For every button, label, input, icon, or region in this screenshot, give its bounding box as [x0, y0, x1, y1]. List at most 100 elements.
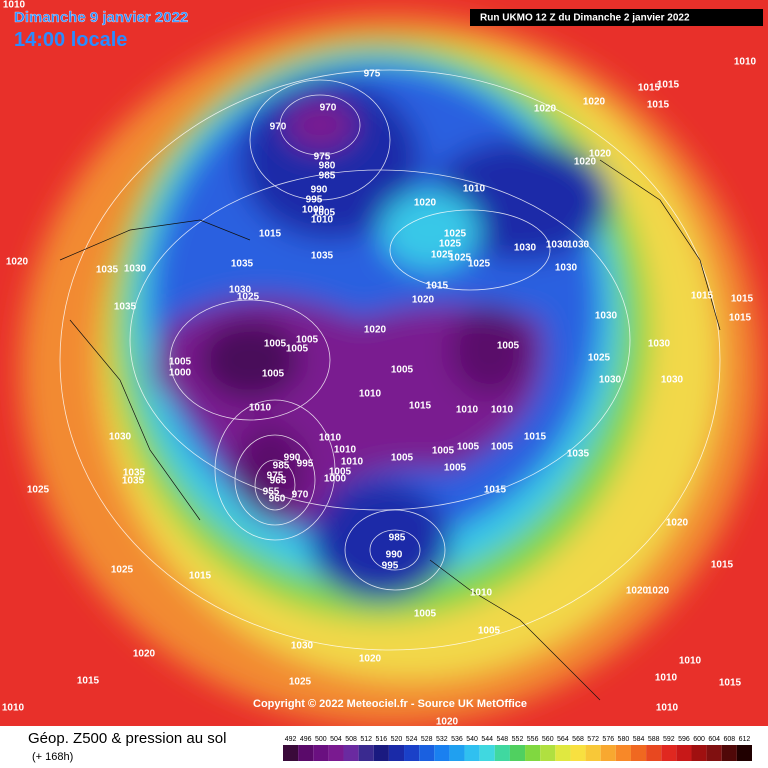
pressure-label: 1030 — [567, 240, 590, 251]
pressure-label: 995 — [306, 195, 323, 206]
pressure-label: 1005 — [414, 609, 437, 620]
scale-label: 520 — [391, 736, 403, 743]
pressure-label: 1030 — [648, 339, 671, 350]
scale-cell — [736, 745, 752, 761]
pressure-label: 1020 — [412, 295, 435, 306]
scale-cell — [646, 745, 662, 761]
pressure-label: 1020 — [414, 198, 437, 209]
scale-label: 556 — [527, 736, 539, 743]
pressure-label: 1030 — [555, 263, 578, 274]
pressure-label: 1025 — [111, 565, 134, 576]
pressure-label: 980 — [319, 161, 336, 172]
pressure-label: 995 — [382, 561, 399, 572]
scale-label: 504 — [330, 736, 342, 743]
scale-label: 532 — [436, 736, 448, 743]
pressure-label: 1015 — [484, 485, 507, 496]
scale-label: 516 — [375, 736, 387, 743]
legend-subtitle: (+ 168h) — [32, 751, 73, 763]
pressure-label: 990 — [311, 185, 328, 196]
pressure-label: 995 — [297, 459, 314, 470]
isobars — [59, 69, 721, 651]
scale-label: 552 — [512, 736, 524, 743]
pressure-label: 1005 — [457, 442, 480, 453]
scale-label: 612 — [739, 736, 751, 743]
scale-cell — [676, 745, 692, 761]
scale-label: 588 — [648, 736, 660, 743]
scale-cell — [419, 745, 435, 761]
pressure-label: 1010 — [334, 445, 357, 456]
scale-label: 580 — [618, 736, 630, 743]
pressure-label: 990 — [284, 453, 301, 464]
pressure-label: 1015 — [729, 313, 752, 324]
scale-cell — [283, 745, 299, 761]
scale-label: 564 — [557, 736, 569, 743]
pressure-label: 1020 — [436, 717, 459, 728]
pressure-label: 1035 — [231, 259, 254, 270]
scale-cell — [721, 745, 737, 761]
pressure-label: 1005 — [491, 442, 514, 453]
pressure-label: 1005 — [391, 365, 414, 376]
pressure-label: 1025 — [237, 292, 260, 303]
scale-cell — [630, 745, 647, 761]
pressure-label: 965 — [270, 476, 287, 487]
scale-label: 524 — [406, 736, 418, 743]
pressure-label: 1020 — [647, 586, 670, 597]
scale-label: 496 — [300, 736, 312, 743]
pressure-label: 975 — [267, 471, 284, 482]
pressure-label: 1005 — [391, 453, 414, 464]
scale-cell — [600, 745, 616, 761]
pressure-label: 1010 — [2, 703, 25, 714]
scale-label: 548 — [497, 736, 509, 743]
scale-label: 592 — [663, 736, 675, 743]
pressure-label: 970 — [292, 490, 309, 501]
scale-cell — [585, 745, 601, 761]
pressure-label: 1010 — [359, 389, 382, 400]
pressure-label: 1005 — [329, 467, 352, 478]
pressure-label: 970 — [320, 103, 337, 114]
coastlines — [59, 159, 721, 701]
pressure-label: 1020 — [626, 586, 649, 597]
pressure-label: 1035 — [114, 302, 137, 313]
pressure-label: 1010 — [679, 656, 702, 667]
pressure-label: 1025 — [431, 250, 454, 261]
pressure-label: 1000 — [324, 474, 347, 485]
pressure-label: 1005 — [444, 463, 467, 474]
pressure-label: 1015 — [657, 80, 680, 91]
pressure-label: 1030 — [661, 375, 684, 386]
pressure-label: 1030 — [124, 264, 147, 275]
pressure-label: 1025 — [449, 253, 472, 264]
scale-cell — [328, 745, 344, 761]
pressure-label: 1005 — [497, 341, 520, 352]
pressure-label: 1020 — [534, 104, 557, 115]
scale-cell — [540, 745, 556, 761]
pressure-label: 1025 — [289, 677, 312, 688]
scale-cell — [494, 745, 510, 761]
scale-cell — [691, 745, 707, 761]
scale-cell — [525, 745, 541, 761]
legend-title: Géop. Z500 & pression au sol — [28, 730, 226, 747]
pressure-label: 1020 — [666, 518, 689, 529]
pressure-label: 1005 — [264, 339, 287, 350]
pressure-labels: 1010101097597097010201020101510151015102… — [2, 0, 757, 728]
pressure-label: 985 — [389, 533, 406, 544]
pressure-label: 1015 — [647, 100, 670, 111]
scale-cell — [373, 745, 389, 761]
pressure-label: 1025 — [444, 229, 467, 240]
pressure-label: 1010 — [319, 433, 342, 444]
pressure-label: 1025 — [588, 353, 611, 364]
pressure-label: 960 — [269, 494, 286, 505]
pressure-label: 1010 — [3, 0, 26, 11]
pressure-label: 1030 — [229, 285, 252, 296]
pressure-label: 1020 — [574, 157, 597, 168]
scale-label: 560 — [542, 736, 554, 743]
pressure-label: 1030 — [546, 240, 569, 251]
pressure-label: 1005 — [432, 446, 455, 457]
pressure-label: 955 — [263, 487, 280, 498]
scale-cell — [434, 745, 450, 761]
pressure-label: 1035 — [96, 265, 119, 276]
pressure-label: 1020 — [364, 325, 387, 336]
scale-label: 512 — [360, 736, 372, 743]
scale-cell — [388, 745, 405, 761]
scale-cell — [449, 745, 465, 761]
